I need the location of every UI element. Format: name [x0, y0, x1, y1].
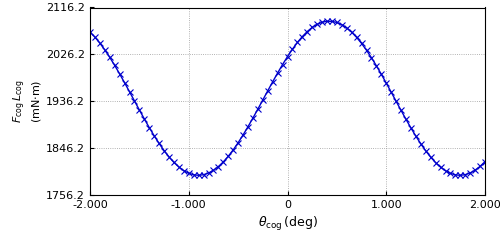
X-axis label: $\theta_{\mathrm{cog}}\,$(deg): $\theta_{\mathrm{cog}}\,$(deg)	[258, 216, 318, 234]
Y-axis label: $F_{\mathrm{cog}}\,L_{\mathrm{cog}}$
(mN$\cdot$m): $F_{\mathrm{cog}}\,L_{\mathrm{cog}}$ (mN…	[12, 79, 44, 123]
